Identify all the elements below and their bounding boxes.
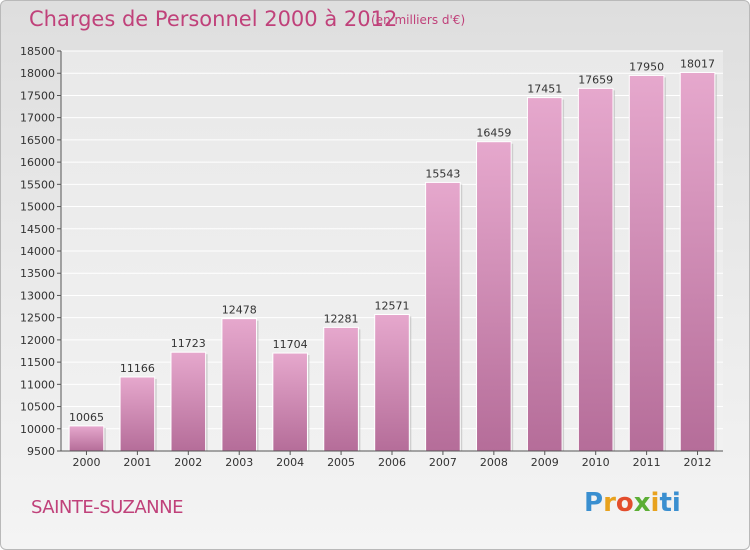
chart-subtitle: (en milliers d'€) [371, 13, 466, 27]
x-tick-label: 2000 [72, 456, 100, 469]
y-tick-label: 12000 [20, 334, 55, 347]
y-tick-label: 11000 [20, 378, 55, 391]
bar [679, 71, 716, 452]
bar [68, 425, 105, 452]
x-axis: 2000 2001 2002 2003 2004 2005 2006 2007 2008 2009… [61, 450, 723, 469]
bar [526, 97, 563, 452]
bar [119, 376, 156, 452]
y-tick-label: 13500 [20, 267, 55, 280]
y-tick-label: 12500 [20, 312, 55, 325]
x-tick-label: 2003 [225, 456, 253, 469]
bar [221, 318, 258, 452]
y-tick-label: 11500 [20, 356, 55, 369]
x-tick-label: 2010 [582, 456, 610, 469]
y-tick-label: 18000 [20, 67, 55, 80]
x-tick-label: 2009 [531, 456, 559, 469]
y-tick-label: 15500 [20, 178, 55, 191]
y-tick-label: 10500 [20, 401, 55, 414]
x-tick-label: 2011 [633, 456, 661, 469]
proxiti-logo[interactable]: Proxiti [584, 488, 681, 518]
y-tick-label: 17000 [20, 112, 55, 125]
logo-letter: t [659, 488, 672, 518]
y-tick-label: 17500 [20, 89, 55, 102]
bar-value-label: 12478 [222, 304, 257, 317]
bar [170, 351, 207, 452]
bar-value-label: 11704 [273, 338, 308, 351]
bar [374, 314, 410, 452]
bar-value-label: 12571 [375, 300, 410, 313]
x-tick-label: 2005 [327, 456, 355, 469]
bar [628, 74, 665, 452]
y-axis: 9500 10000 10500 11000 11500 12000 12500 13000 1… [20, 45, 62, 458]
bar [476, 141, 512, 452]
logo-letter: o [615, 488, 634, 518]
bar-value-label: 18017 [680, 57, 715, 70]
bar [323, 326, 359, 452]
x-tick-label: 2001 [123, 456, 151, 469]
y-tick-label: 14000 [20, 245, 55, 258]
chart-title: Charges de Personnel 2000 à 2012 [29, 7, 398, 31]
y-tick-label: 9500 [27, 445, 55, 458]
y-tick-label: 13000 [20, 289, 55, 302]
x-tick-label: 2006 [378, 456, 406, 469]
logo-letter: P [584, 488, 604, 518]
bar-value-label: 10065 [69, 411, 104, 424]
bar [272, 352, 308, 452]
bar-value-label: 17659 [578, 73, 613, 86]
y-tick-label: 16500 [20, 134, 55, 147]
y-tick-label: 15000 [20, 201, 55, 214]
bar-value-label: 11166 [120, 362, 155, 375]
bar-value-label: 17950 [629, 60, 664, 73]
bar-value-label: 15543 [425, 167, 460, 180]
x-tick-label: 2008 [480, 456, 508, 469]
x-tick-label: 2002 [174, 456, 202, 469]
bar-value-label: 16459 [476, 127, 511, 140]
bar-value-label: 12281 [324, 312, 359, 325]
commune-name: SAINTE-SUZANNE [31, 497, 183, 518]
bars: 10065 11166 11723 12478 11704 12281 12571 15543… [68, 57, 717, 452]
y-tick-label: 10000 [20, 423, 55, 436]
bar-value-label: 11723 [171, 337, 206, 350]
x-tick-label: 2012 [684, 456, 712, 469]
bar [577, 87, 614, 452]
logo-letter: i [650, 488, 660, 518]
x-tick-label: 2004 [276, 456, 304, 469]
y-tick-label: 14500 [20, 223, 55, 236]
logo-letter: i [671, 488, 681, 518]
y-tick-label: 18500 [20, 45, 55, 58]
bar [425, 181, 461, 452]
logo-letter: r [603, 488, 616, 518]
y-tick-label: 16000 [20, 156, 55, 169]
x-tick-label: 2007 [429, 456, 457, 469]
bar-value-label: 17451 [527, 83, 562, 96]
logo-letter: x [633, 488, 651, 518]
